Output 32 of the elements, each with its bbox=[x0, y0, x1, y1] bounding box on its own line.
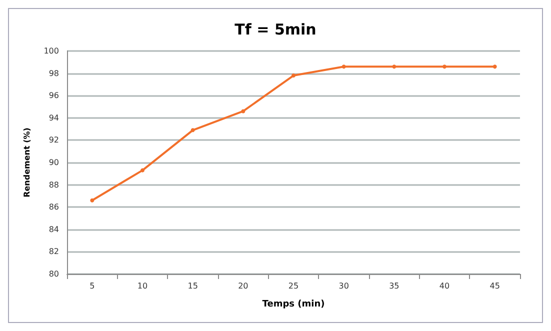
point bbox=[90, 198, 94, 202]
y-tick-label: 90 bbox=[48, 158, 59, 167]
x-tick-label: 15 bbox=[188, 282, 198, 290]
point bbox=[190, 128, 195, 132]
y-tick-label: 100 bbox=[44, 46, 59, 56]
x-tick-label: 45 bbox=[490, 282, 500, 290]
y-tick-label: 98 bbox=[48, 68, 59, 78]
chart-title: Tf = 5min bbox=[234, 20, 316, 38]
x-tick-label: 10 bbox=[137, 282, 148, 290]
point bbox=[442, 64, 446, 69]
x-tick-label: 40 bbox=[439, 282, 450, 290]
y-tick-label: 82 bbox=[48, 247, 59, 256]
x-tick-label: 20 bbox=[238, 282, 248, 290]
point bbox=[140, 168, 144, 172]
y-tick-label: 86 bbox=[48, 202, 59, 212]
x-tick-label: 35 bbox=[389, 282, 400, 290]
x-tick-label: 5 bbox=[90, 282, 95, 290]
x-tick-label: 30 bbox=[338, 282, 349, 290]
y-tick-label: 96 bbox=[48, 91, 59, 100]
x-tick-label: 25 bbox=[288, 282, 299, 290]
y-tick-label: 94 bbox=[48, 113, 59, 122]
x-axis-title: Temps (min) bbox=[262, 300, 325, 310]
point bbox=[392, 64, 396, 69]
point bbox=[342, 64, 346, 69]
point bbox=[241, 109, 246, 114]
y-tick-label: 92 bbox=[48, 136, 59, 145]
y-tick-label: 80 bbox=[48, 270, 59, 278]
y-tick-label: 88 bbox=[48, 180, 59, 190]
y-axis-title: Rendement (%) bbox=[22, 128, 32, 198]
y-tick-label: 84 bbox=[48, 224, 59, 234]
point bbox=[492, 64, 497, 69]
point bbox=[292, 74, 296, 78]
